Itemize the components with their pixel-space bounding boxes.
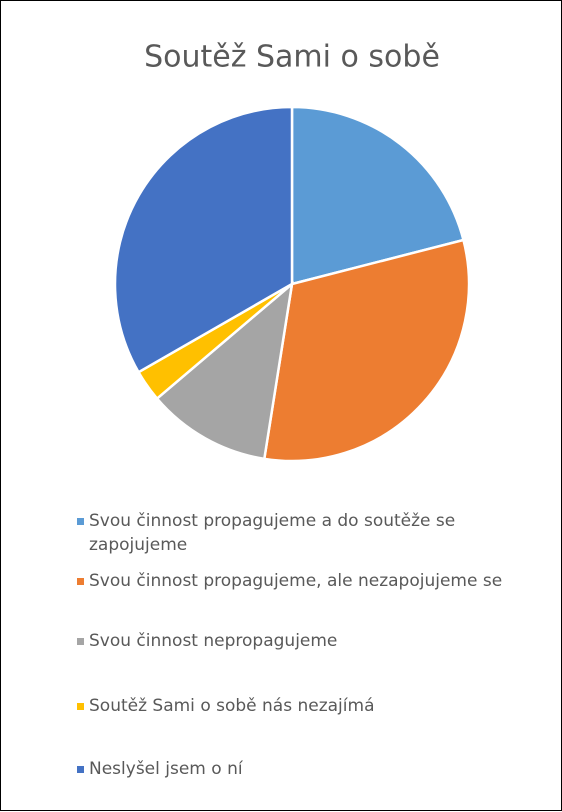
- legend-swatch: [77, 638, 84, 645]
- legend-swatch: [77, 766, 84, 773]
- pie-slice: [113, 105, 294, 374]
- legend-label: Soutěž Sami o sobě nás nezajímá: [89, 696, 375, 716]
- pie-slice: [290, 105, 465, 286]
- legend-swatch: [77, 578, 84, 585]
- legend-label: Svou činnost propagujeme, ale nezapojuje…: [89, 571, 503, 591]
- legend-item: Neslyšel jsem o ní: [77, 757, 547, 781]
- legend-item: Soutěž Sami o sobě nás nezajímá: [77, 694, 547, 718]
- legend-label: Neslyšel jsem o ní: [89, 759, 243, 779]
- pie-slice: [262, 238, 471, 463]
- chart-title: Soutěž Sami o sobě: [144, 40, 440, 75]
- legend-label: Svou činnost nepropagujeme: [89, 631, 338, 651]
- legend-item: Svou činnost propagujeme a do soutěže se…: [77, 509, 547, 557]
- legend-swatch: [77, 518, 84, 525]
- pie-slice: [155, 280, 294, 461]
- legend-swatch: [77, 703, 84, 710]
- legend-item: Svou činnost propagujeme, ale nezapojuje…: [77, 569, 547, 593]
- legend-label: Svou činnost propagujeme a do soutěže se…: [89, 511, 456, 555]
- legend-item: Svou činnost nepropagujeme: [77, 629, 547, 653]
